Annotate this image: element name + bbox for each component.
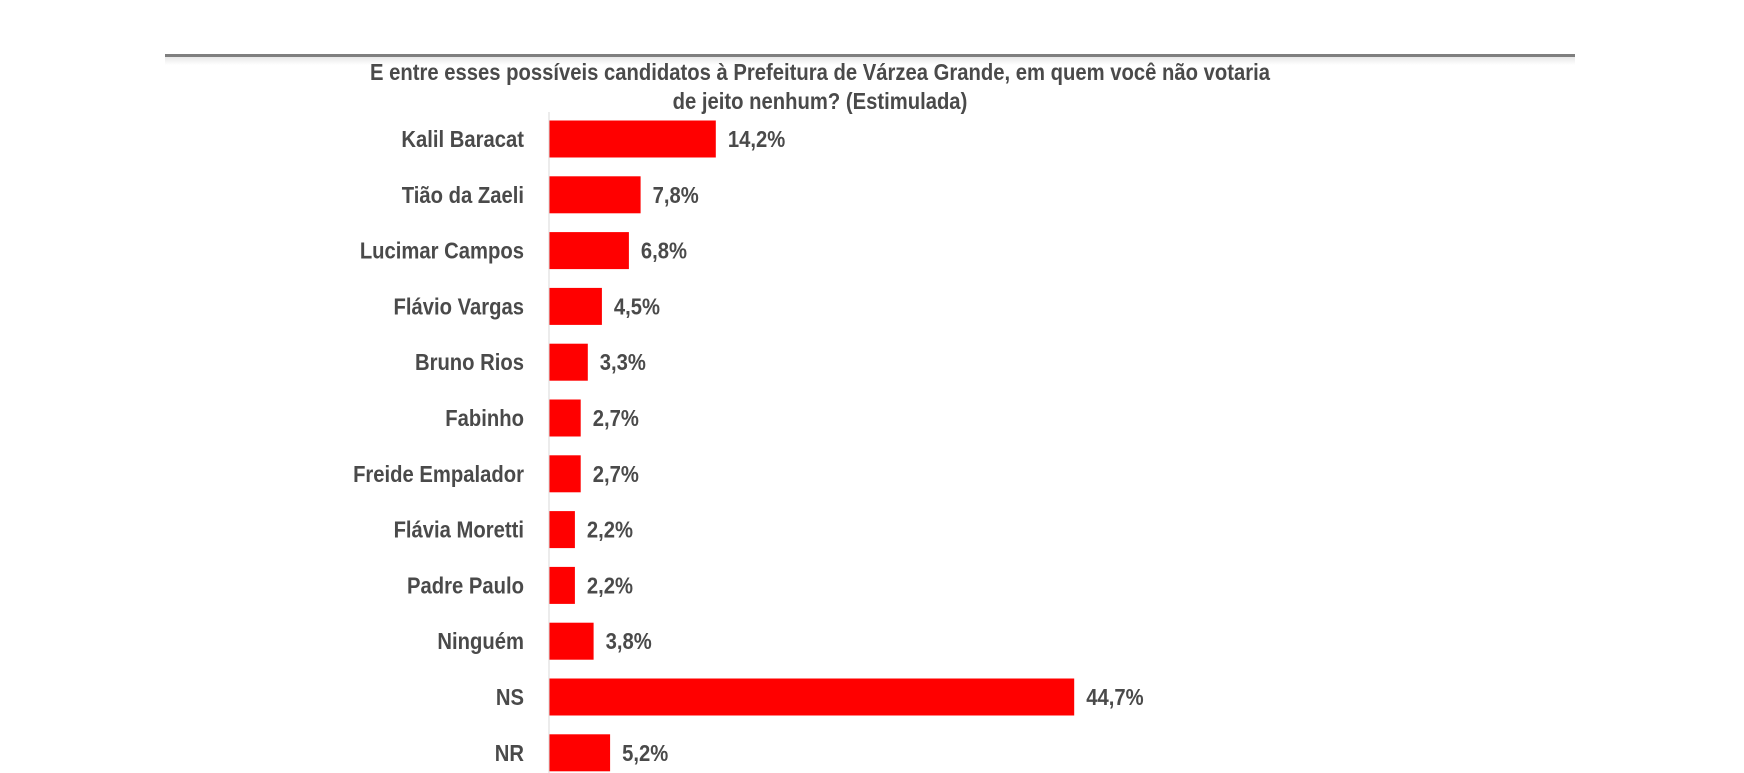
category-label: Padre Paulo [407, 572, 524, 599]
bar [549, 734, 611, 772]
category-label: NS [496, 684, 524, 711]
category-label: Flávio Vargas [394, 293, 524, 320]
data-label: 3,3% [600, 349, 646, 376]
bar [549, 343, 588, 381]
bar [549, 678, 1075, 716]
data-label: 2,7% [593, 405, 639, 432]
bar [549, 120, 716, 158]
bar [549, 511, 575, 549]
data-label: 2,2% [587, 572, 633, 599]
data-label: 2,7% [593, 461, 639, 488]
category-label: Bruno Rios [415, 349, 524, 376]
data-label: 14,2% [728, 126, 785, 153]
bar [549, 176, 641, 214]
bar [549, 399, 581, 437]
bar [549, 232, 629, 270]
data-label: 4,5% [614, 293, 660, 320]
chart-title: E entre esses possíveis candidatos à Pre… [362, 58, 1277, 116]
category-label: Ninguém [437, 628, 524, 655]
category-label: Lucimar Campos [360, 237, 524, 264]
bar [549, 287, 602, 325]
data-label: 5,2% [622, 740, 668, 767]
data-label: 44,7% [1086, 684, 1143, 711]
data-label: 3,8% [606, 628, 652, 655]
category-label: Freide Empalador [353, 461, 524, 488]
data-label: 7,8% [653, 182, 699, 209]
category-label: NR [495, 740, 525, 767]
category-label: Flávia Moretti [394, 516, 524, 543]
bar [549, 566, 575, 604]
data-label: 6,8% [641, 237, 687, 264]
top-rule [165, 54, 1575, 57]
bar [549, 622, 594, 660]
chart-title-line-1: E entre esses possíveis candidatos à Pre… [370, 59, 1270, 85]
category-label: Tião da Zaeli [402, 182, 524, 209]
chart-title-line-2: de jeito nenhum? (Estimulada) [672, 88, 968, 114]
top-rule-shadow [165, 57, 1575, 65]
labels-layer: Kalil Baracat 14,2% Tião da Zaeli 7,8% Lucim… [353, 126, 1143, 766]
bar [549, 455, 581, 493]
category-label: Kalil Baracat [401, 126, 524, 153]
category-label: Fabinho [445, 405, 524, 432]
bars-layer [549, 120, 1075, 772]
data-label: 2,2% [587, 516, 633, 543]
